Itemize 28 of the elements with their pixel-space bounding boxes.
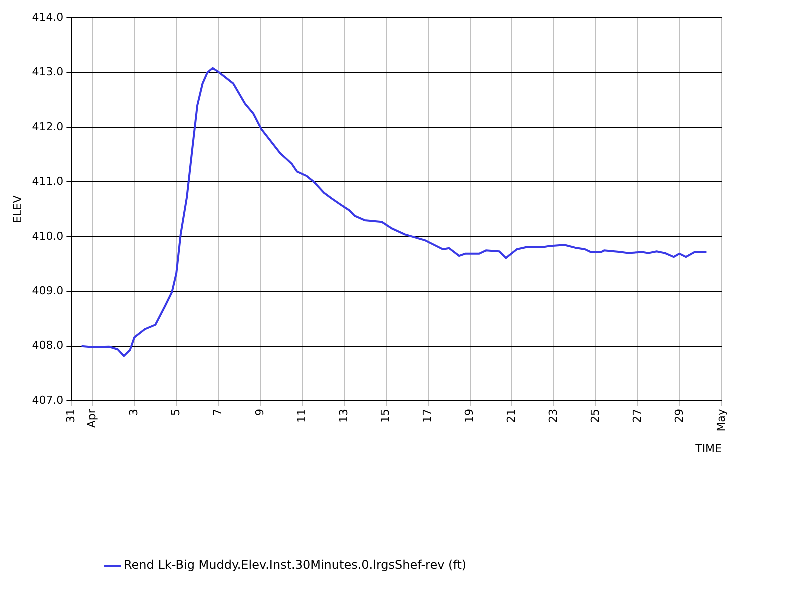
x-tick-label: May bbox=[714, 408, 728, 432]
x-tick-label: 5 bbox=[169, 409, 182, 416]
y-axis-title: ELEV bbox=[11, 195, 24, 224]
y-tick-label: 409.0 bbox=[32, 284, 64, 298]
x-axis-title: TIME bbox=[694, 442, 722, 456]
x-tick-label: 25 bbox=[588, 409, 602, 424]
x-tick-label: 7 bbox=[211, 409, 224, 416]
x-tick-label: 23 bbox=[547, 409, 560, 424]
y-tick-label: 411.0 bbox=[32, 175, 64, 188]
x-tick-label: 11 bbox=[295, 409, 308, 424]
x-tick-label: 19 bbox=[463, 409, 476, 424]
x-tick-label: 31 bbox=[64, 409, 78, 424]
x-tick-label: 21 bbox=[505, 409, 518, 424]
x-tick-label: 3 bbox=[127, 409, 140, 416]
y-tick-label: 407.0 bbox=[32, 394, 64, 407]
y-tick-label: 408.0 bbox=[32, 339, 64, 352]
x-tick-label: Apr bbox=[86, 408, 99, 428]
y-tick-label: 412.0 bbox=[32, 120, 64, 134]
x-tick-label: 13 bbox=[337, 409, 350, 424]
x-tick-label: 29 bbox=[672, 409, 686, 424]
x-tick-label: 17 bbox=[421, 409, 434, 424]
x-tick-label: 15 bbox=[379, 409, 392, 424]
y-tick-label: 414.0 bbox=[32, 10, 64, 24]
legend-label: Rend Lk-Big Muddy.Elev.Inst.30Minutes.0.lrgsShef-rev (ft) bbox=[124, 558, 467, 572]
x-tick-label: 27 bbox=[630, 409, 644, 424]
x-tick-label: 9 bbox=[253, 409, 266, 416]
y-tick-label: 413.0 bbox=[32, 66, 64, 79]
y-tick-label: 410.0 bbox=[32, 230, 64, 243]
